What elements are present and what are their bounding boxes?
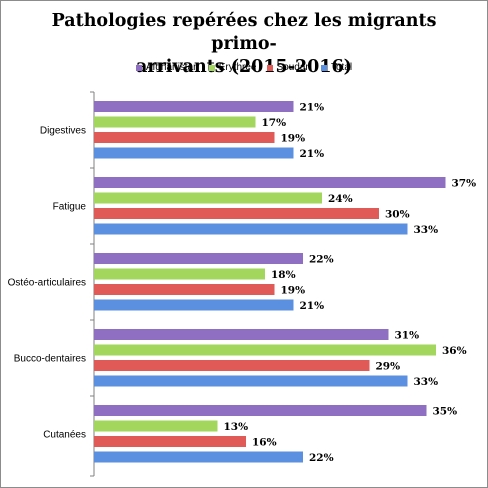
data-label-afghanistan-fatigue: 37% [452,177,477,189]
data-label-erythree-osteo-articulaires: 18% [271,269,296,281]
bar-afghanistan-bucco-dentaires [94,329,389,340]
category-label-fatigue: Fatigue [53,201,87,212]
bar-erythree-cutanees [94,420,218,432]
data-label-soudan-fatigue: 30% [385,208,410,220]
data-label-erythree-digestives: 17% [262,117,287,129]
category-label-digestives: Digestives [40,125,86,136]
chart-title-line-1: Pathologies repérées chez les migrants p… [51,11,437,54]
bar-erythree-bucco-dentaires [94,344,436,356]
bar-total-cutanees [94,451,303,463]
data-label-erythree-fatigue: 24% [328,193,353,205]
legend-label-erythree: Erythrée [218,62,257,73]
bar-afghanistan-osteo-articulaires [94,253,303,264]
data-label-afghanistan-osteo-articulaires: 22% [309,253,334,265]
legend-label-total: Total [330,62,353,73]
data-label-total-fatigue: 33% [414,224,439,236]
legend-label-soudan: Soudan [276,62,311,73]
data-label-soudan-digestives: 19% [281,132,306,144]
bar-total-bucco-dentaires [94,375,408,387]
bar-soudan-cutanees [94,436,246,447]
bar-total-fatigue [94,223,408,235]
legend-label-afghanistan: Afghanistan [145,62,199,73]
bar-afghanistan-digestives [94,101,294,112]
legend-item-afghanistan: Afghanistan [135,62,199,73]
category-label-bucco-dentaires: Bucco-dentaires [14,353,86,364]
bar-afghanistan-fatigue [94,177,446,188]
data-label-afghanistan-bucco-dentaires: 31% [395,329,420,341]
legend-item-soudan: Soudan [266,62,311,73]
bar-soudan-fatigue [94,208,379,219]
data-label-soudan-cutanees: 16% [252,436,277,448]
legend-item-total: Total [320,62,353,73]
data-label-total-osteo-articulaires: 21% [300,300,325,312]
bar-total-osteo-articulaires [94,299,294,311]
category-label-osteo-articulaires: Ostéo-articulaires [8,277,86,288]
chart-legend: Afghanistan Erythrée Soudan Total [0,62,488,73]
data-label-total-cutanees: 22% [309,452,334,464]
bar-erythree-fatigue [94,192,322,204]
category-label-cutanees: Cutanées [43,429,86,440]
data-label-afghanistan-cutanees: 35% [433,405,458,417]
chart-title-line-2: arrivants (2015-2016) [136,57,352,77]
data-label-afghanistan-digestives: 21% [300,101,325,113]
legend-swatch-erythree [208,64,215,71]
bar-afghanistan-cutanees [94,405,427,416]
legend-swatch-soudan [266,64,273,71]
bar-total-digestives [94,147,294,159]
chart-title: Pathologies repérées chez les migrants p… [40,10,448,79]
data-label-total-bucco-dentaires: 33% [414,376,439,388]
data-label-soudan-osteo-articulaires: 19% [281,284,306,296]
bar-soudan-digestives [94,132,275,143]
bar-erythree-osteo-articulaires [94,268,265,280]
data-label-erythree-cutanees: 13% [224,421,249,433]
bar-erythree-digestives [94,116,256,128]
bar-soudan-osteo-articulaires [94,284,275,295]
legend-item-erythree: Erythrée [208,62,257,73]
data-label-soudan-bucco-dentaires: 29% [376,360,401,372]
data-label-erythree-bucco-dentaires: 36% [442,345,467,357]
legend-swatch-total [320,64,327,71]
bar-soudan-bucco-dentaires [94,360,370,371]
legend-swatch-afghanistan [135,64,142,71]
data-label-total-digestives: 21% [300,148,325,160]
